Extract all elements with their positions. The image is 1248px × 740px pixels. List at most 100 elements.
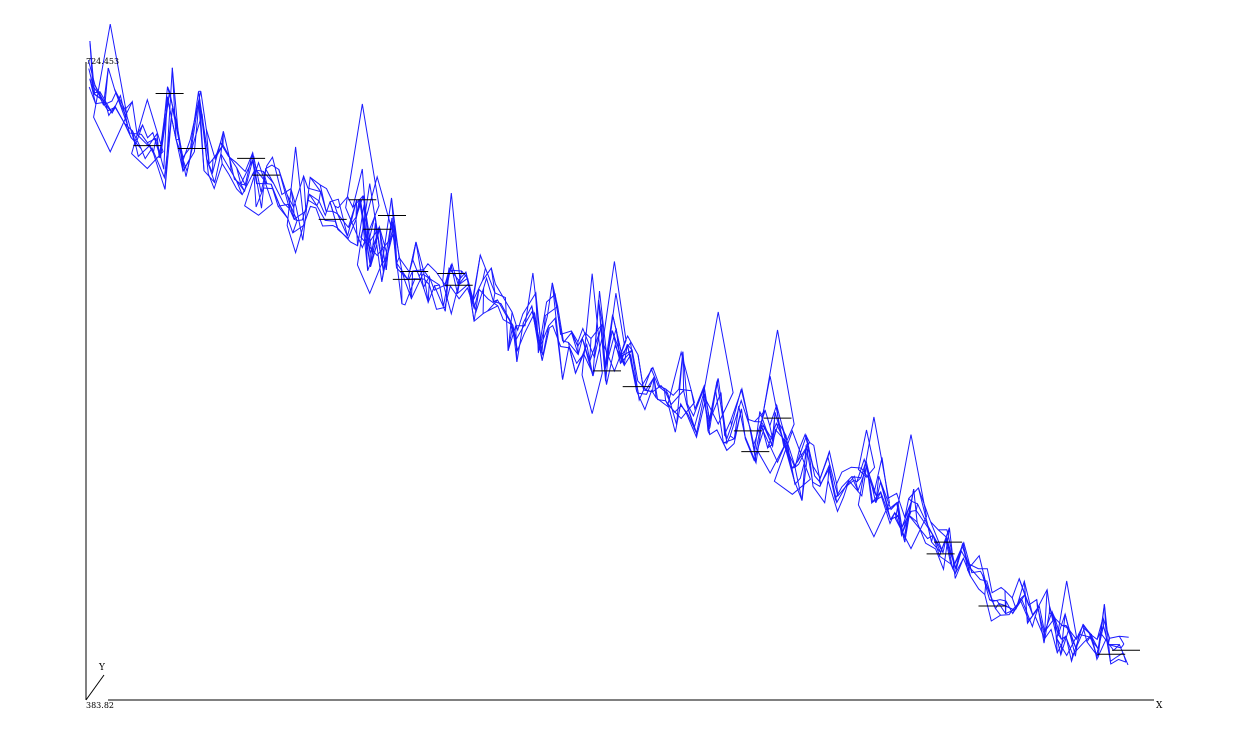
wire-segment [334, 221, 338, 228]
wire-segment [890, 502, 898, 510]
wire-segment [685, 403, 698, 434]
wire-segment [915, 503, 918, 511]
wire-segment [102, 67, 109, 106]
wire-segment [989, 599, 993, 602]
wire-segment [992, 601, 996, 609]
wire-spike [773, 429, 811, 495]
wire-segment [507, 312, 513, 351]
wire-segment [642, 384, 645, 391]
wire-segment [487, 305, 499, 312]
wire-segment [166, 96, 177, 140]
wire-segment [104, 103, 113, 114]
wire-segment [680, 403, 682, 406]
wire-segment [917, 487, 929, 527]
wire-segment [391, 197, 398, 264]
wire-segment [1019, 594, 1026, 600]
wire-segment [522, 322, 524, 328]
wire-segment [352, 195, 364, 208]
wire-segment [482, 288, 485, 314]
wire-segment [111, 106, 116, 114]
wire-segment [448, 263, 453, 271]
ridge-lines [133, 93, 1140, 655]
wire-segment [220, 131, 224, 154]
wire-segment [769, 425, 774, 441]
wire-segment [512, 325, 517, 340]
wire-segment [907, 514, 918, 523]
wire-segment [124, 123, 132, 139]
wire-segment [146, 142, 154, 154]
wire-segment [604, 314, 614, 366]
wire-segment [278, 169, 290, 209]
wire-segment [337, 213, 348, 237]
wire-segment [551, 282, 564, 380]
wire-spike [356, 183, 383, 295]
wire-segment [805, 442, 810, 446]
wire-segment [390, 220, 395, 225]
wire-segment [89, 78, 97, 104]
wire-segment [575, 353, 585, 374]
wire-segment [467, 283, 475, 309]
x-axis-label: X [1156, 701, 1163, 711]
wire-segment [752, 446, 756, 450]
wire-segment [772, 412, 776, 441]
wire-segment [967, 569, 971, 577]
wire-segment [370, 244, 378, 267]
wire-segment [984, 582, 987, 595]
wire-segment [1043, 632, 1046, 639]
wire-segment [1065, 625, 1077, 649]
wire-segment [626, 344, 633, 351]
wire-segment [567, 342, 576, 374]
wire-segment [367, 226, 380, 245]
wire-segment [167, 86, 171, 92]
wire-segment [665, 388, 669, 394]
wire-segment [694, 387, 705, 410]
wire-spike [602, 261, 627, 373]
wireframe-mesh [87, 23, 1129, 666]
wire-spike [760, 329, 795, 464]
wire-spike [360, 174, 395, 257]
wire-segment [1061, 635, 1066, 640]
wire-segment [851, 476, 859, 491]
wire-segment [982, 574, 993, 602]
wire-strand [88, 86, 1127, 665]
wire-segment [334, 205, 338, 214]
wire-segment [856, 477, 862, 483]
wire-segment [962, 542, 971, 577]
wire-segment [124, 101, 133, 110]
wire-segment [182, 158, 191, 172]
wire-segment [733, 408, 742, 440]
wire-segment [1043, 589, 1048, 644]
wire-spike [702, 311, 734, 426]
wire-segment [643, 389, 653, 393]
wire-segment [1096, 648, 1099, 656]
wire-segment [653, 377, 657, 398]
wire-segment [309, 177, 322, 192]
wire-segment [663, 389, 667, 401]
wire-segment [1027, 620, 1030, 624]
wire-segment [381, 272, 385, 282]
wire-segment [277, 205, 289, 219]
wire-segment [396, 257, 400, 264]
wire-segment [423, 287, 429, 303]
wire-segment [927, 527, 934, 536]
wire-segment [240, 183, 246, 192]
wire-segment [1054, 617, 1058, 653]
wire-segment [379, 228, 385, 273]
wire-segment [873, 491, 878, 497]
wire-segment [767, 444, 773, 449]
z-bottom-label: 383.82 [86, 701, 114, 710]
wire-spike [345, 103, 380, 249]
wire-segment [834, 498, 838, 503]
wire-segment [408, 279, 412, 299]
wire-segment [650, 367, 654, 370]
wire-segment [319, 184, 327, 212]
wire-segment [626, 344, 638, 392]
wire-segment [220, 153, 223, 164]
wire-segment [665, 400, 670, 408]
wire-segment [1082, 624, 1092, 636]
wire-segment [937, 529, 947, 538]
y-axis-line [85, 674, 105, 701]
wire-segment [904, 501, 913, 518]
wire-segment [931, 535, 934, 543]
